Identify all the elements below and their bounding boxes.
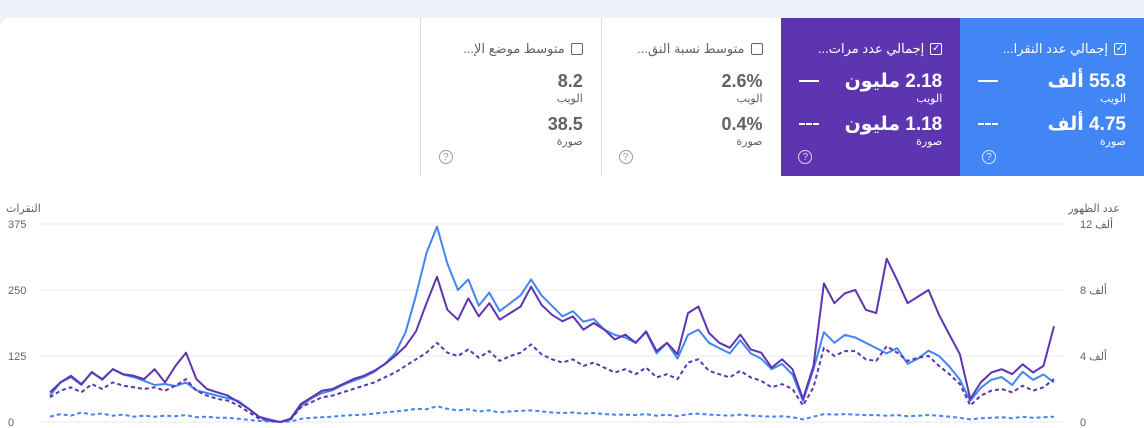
- checkbox-icon[interactable]: [570, 43, 583, 55]
- web-label: الويب: [1100, 93, 1126, 105]
- help-icon[interactable]: ?: [798, 150, 813, 164]
- right-axis-title: عدد الظهور: [1068, 203, 1120, 215]
- web-metric: 8.2: [439, 70, 583, 92]
- help-icon[interactable]: ?: [438, 150, 453, 164]
- web-value: 55.8 ألف: [1047, 70, 1126, 92]
- left-axis-title: النقرات: [6, 203, 41, 215]
- web-metric: 2.18 مليون: [798, 70, 943, 92]
- image-value: 4.75 ألف: [1047, 113, 1126, 135]
- performance-panel: ✓ إجمالي عدد النقرا... 55.8 ألف الويب 4.75 أ…: [0, 18, 1144, 428]
- image-metric: 38.5: [439, 113, 583, 135]
- web-value: 8.2: [557, 70, 583, 91]
- image-value: 38.5: [547, 113, 583, 134]
- card-title: متوسط نسبة النق...: [637, 41, 745, 56]
- web-metric: 55.8 ألف: [978, 70, 1126, 92]
- series-impressions_image: [49, 341, 1055, 423]
- dashed-line-icon: [978, 123, 999, 125]
- image-label: صورة: [736, 136, 763, 148]
- right-tick-label: 12 ألف: [1080, 217, 1113, 231]
- card-header[interactable]: ✓ إجمالي عدد مرات...: [799, 40, 943, 58]
- help-icon[interactable]: ?: [618, 150, 633, 164]
- image-label: صورة: [1099, 136, 1126, 148]
- card-total-impressions[interactable]: ✓ إجمالي عدد مرات... 2.18 مليون الويب 1.18 م…: [780, 18, 961, 176]
- card-average-ctr[interactable]: متوسط نسبة النق... 2.6% الويب 0.4% صورة?: [600, 18, 781, 176]
- web-metric: 2.6%: [620, 70, 763, 92]
- card-title: متوسط موضع الإ...: [463, 41, 565, 56]
- image-value: 1.18 مليون: [844, 113, 943, 135]
- card-total-clicks[interactable]: ✓ إجمالي عدد النقرا... 55.8 ألف الويب 4.75 أ…: [960, 18, 1144, 176]
- left-tick-label: 375: [8, 219, 26, 231]
- help-icon[interactable]: ?: [982, 150, 996, 164]
- web-value: 2.18 مليون: [844, 70, 943, 92]
- solid-line-icon: [798, 80, 819, 82]
- series-clicks_image: [49, 405, 1055, 423]
- web-value: 2.6%: [721, 70, 763, 91]
- image-metric: 1.18 مليون: [798, 113, 943, 135]
- image-value: 0.4%: [721, 113, 763, 134]
- web-label: الويب: [556, 93, 583, 105]
- card-header[interactable]: ✓ إجمالي عدد النقرا...: [978, 40, 1126, 58]
- card-header[interactable]: متوسط موضع الإ...: [439, 40, 583, 58]
- left-tick-label: 125: [8, 351, 26, 363]
- right-tick-label: 8 ألف: [1080, 283, 1107, 297]
- right-tick-label: 0: [1080, 417, 1086, 428]
- series-clicks_web: [49, 225, 1055, 423]
- metric-cards: ✓ إجمالي عدد النقرا... 55.8 ألف الويب 4.75 أ…: [420, 18, 1144, 176]
- image-metric: 0.4%: [620, 113, 763, 135]
- image-label: صورة: [916, 136, 943, 148]
- performance-chart: 375 12 ألف 250 8 ألف 125 4 ألف 0 0: [8, 217, 1113, 428]
- right-tick-label: 4 ألف: [1080, 349, 1107, 363]
- left-tick-label: 250: [8, 285, 26, 297]
- card-header[interactable]: متوسط نسبة النق...: [620, 40, 763, 58]
- web-label: الويب: [736, 93, 763, 105]
- card-title: إجمالي عدد النقرا...: [1002, 41, 1108, 56]
- checkbox-icon[interactable]: [750, 43, 763, 55]
- dashed-line-icon: [798, 123, 819, 125]
- card-title: إجمالي عدد مرات...: [817, 41, 925, 56]
- solid-line-icon: [978, 80, 999, 82]
- checkbox-icon[interactable]: ✓: [930, 43, 943, 55]
- checkbox-icon[interactable]: ✓: [1114, 43, 1126, 55]
- left-tick-label: 0: [8, 417, 14, 428]
- image-label: صورة: [556, 136, 583, 148]
- series-impressions_web: [49, 257, 1055, 423]
- image-metric: 4.75 ألف: [978, 113, 1126, 135]
- card-average-position[interactable]: متوسط موضع الإ... 8.2 الويب 38.5 صورة?: [420, 18, 601, 176]
- web-label: الويب: [916, 93, 943, 105]
